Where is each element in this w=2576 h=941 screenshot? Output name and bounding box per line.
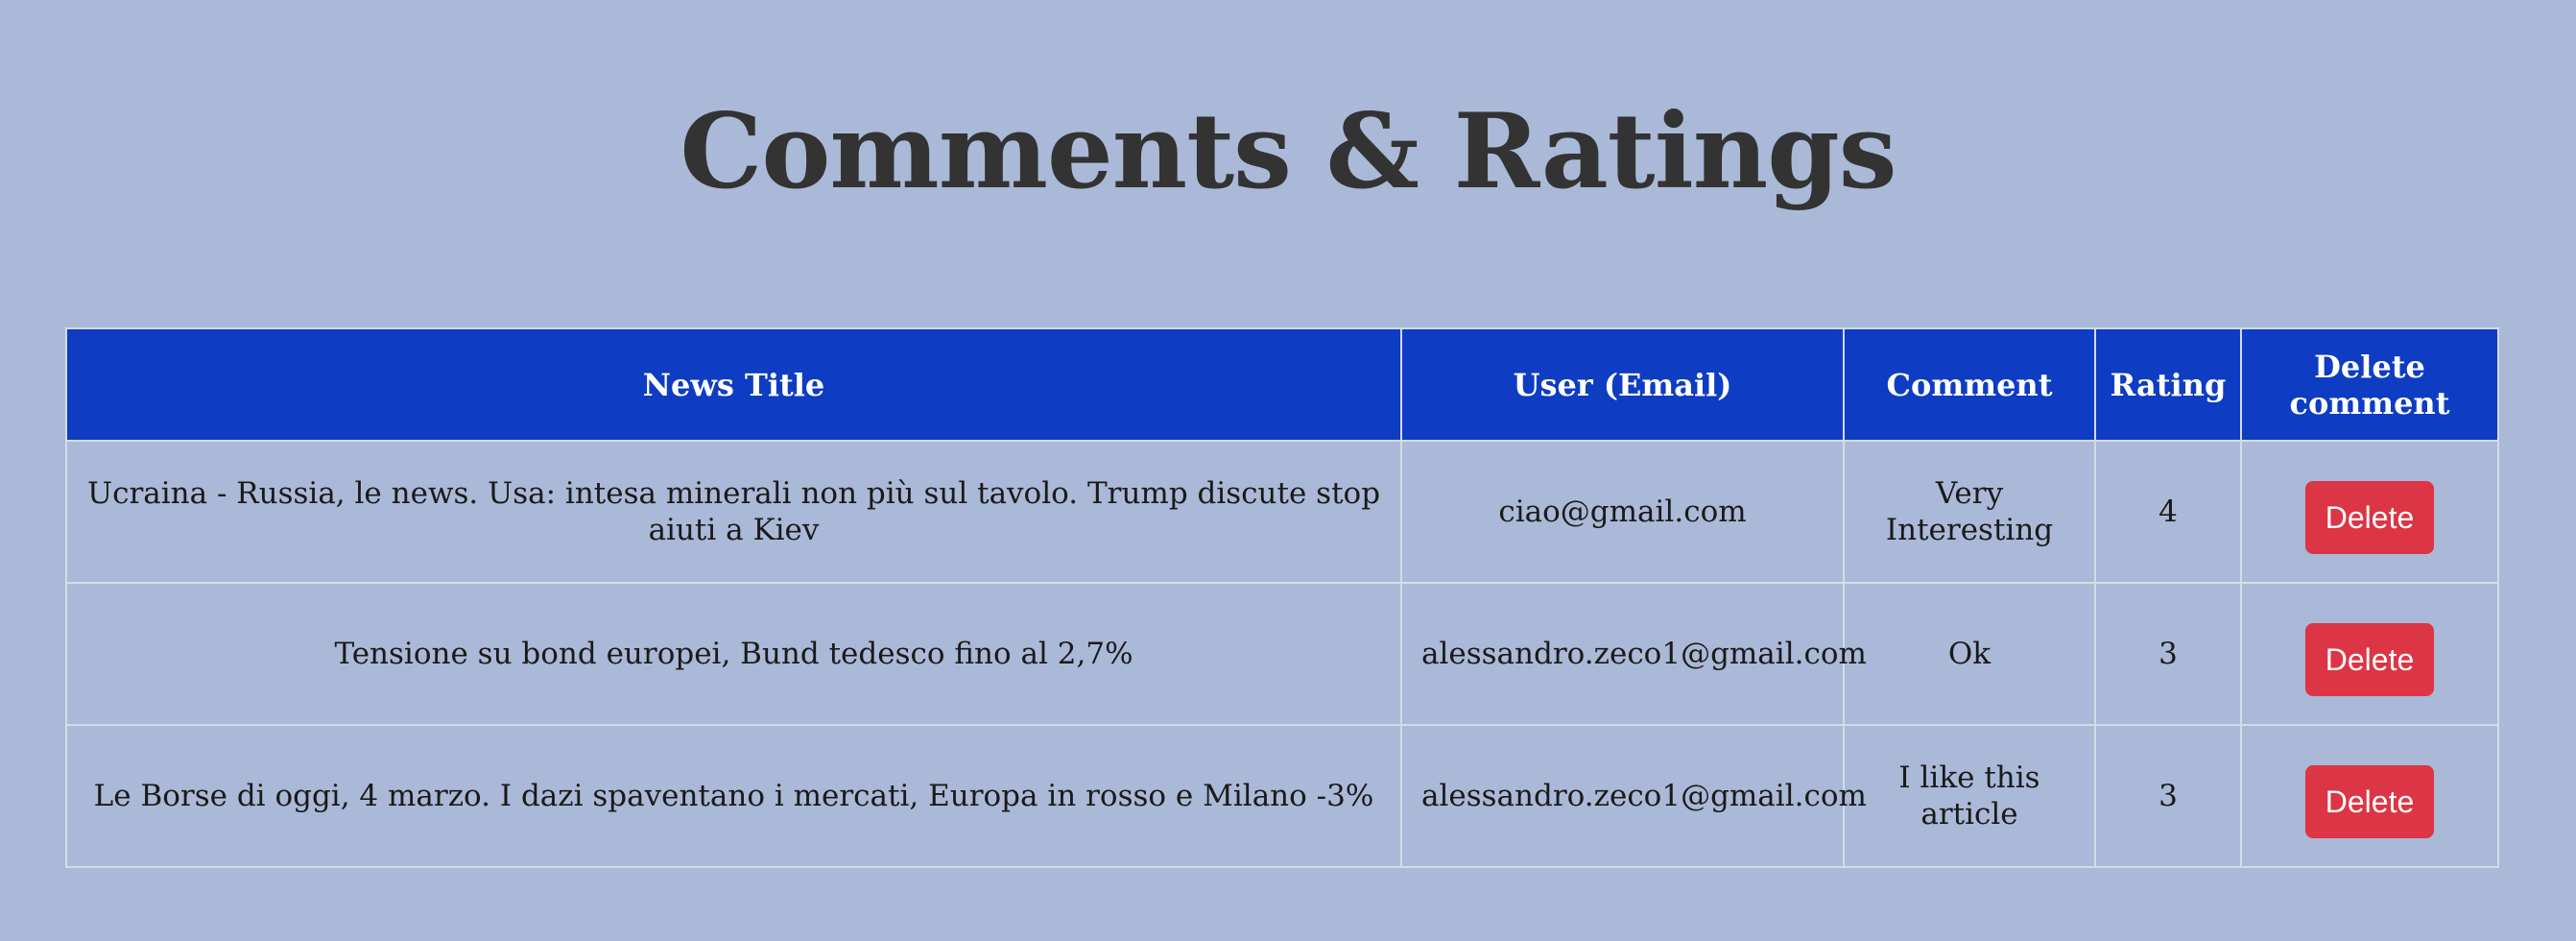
cell-user-email: ciao@gmail.com <box>1400 440 1845 584</box>
table-row: Le Borse di oggi, 4 marzo. I dazi spaven… <box>65 724 2499 868</box>
cell-delete: Delete <box>2240 440 2499 584</box>
cell-comment: I like this article <box>1843 724 2096 868</box>
header-comment: Comment <box>1843 327 2096 442</box>
table-row: Tensione su bond europei, Bund tedesco f… <box>65 582 2499 726</box>
delete-button[interactable]: Delete <box>2305 481 2434 554</box>
cell-delete: Delete <box>2240 724 2499 868</box>
cell-rating: 3 <box>2094 582 2242 726</box>
cell-rating: 3 <box>2094 724 2242 868</box>
cell-comment: Ok <box>1843 582 2096 726</box>
delete-button[interactable]: Delete <box>2305 623 2434 696</box>
delete-button[interactable]: Delete <box>2305 765 2434 838</box>
page-title: Comments & Ratings <box>680 91 1896 212</box>
header-delete-comment: Delete comment <box>2240 327 2499 442</box>
cell-news-title: Le Borse di oggi, 4 marzo. I dazi spaven… <box>65 724 1402 868</box>
cell-user-email: alessandro.zeco1@gmail.com <box>1400 724 1867 868</box>
cell-comment: Very Interesting <box>1843 440 2096 584</box>
table-row: Ucraina - Russia, le news. Usa: intesa m… <box>65 440 2499 584</box>
cell-rating: 4 <box>2094 440 2242 584</box>
header-news-title: News Title <box>65 327 1402 442</box>
cell-news-title: Ucraina - Russia, le news. Usa: intesa m… <box>65 440 1402 584</box>
comments-table: News Title User (Email) Comment Rating D… <box>65 327 2499 868</box>
table-header-row: News Title User (Email) Comment Rating D… <box>65 327 2499 442</box>
header-user-email: User (Email) <box>1400 327 1845 442</box>
cell-user-email: alessandro.zeco1@gmail.com <box>1400 582 1867 726</box>
header-rating: Rating <box>2094 327 2242 442</box>
cell-delete: Delete <box>2240 582 2499 726</box>
cell-news-title: Tensione su bond europei, Bund tedesco f… <box>65 582 1402 726</box>
